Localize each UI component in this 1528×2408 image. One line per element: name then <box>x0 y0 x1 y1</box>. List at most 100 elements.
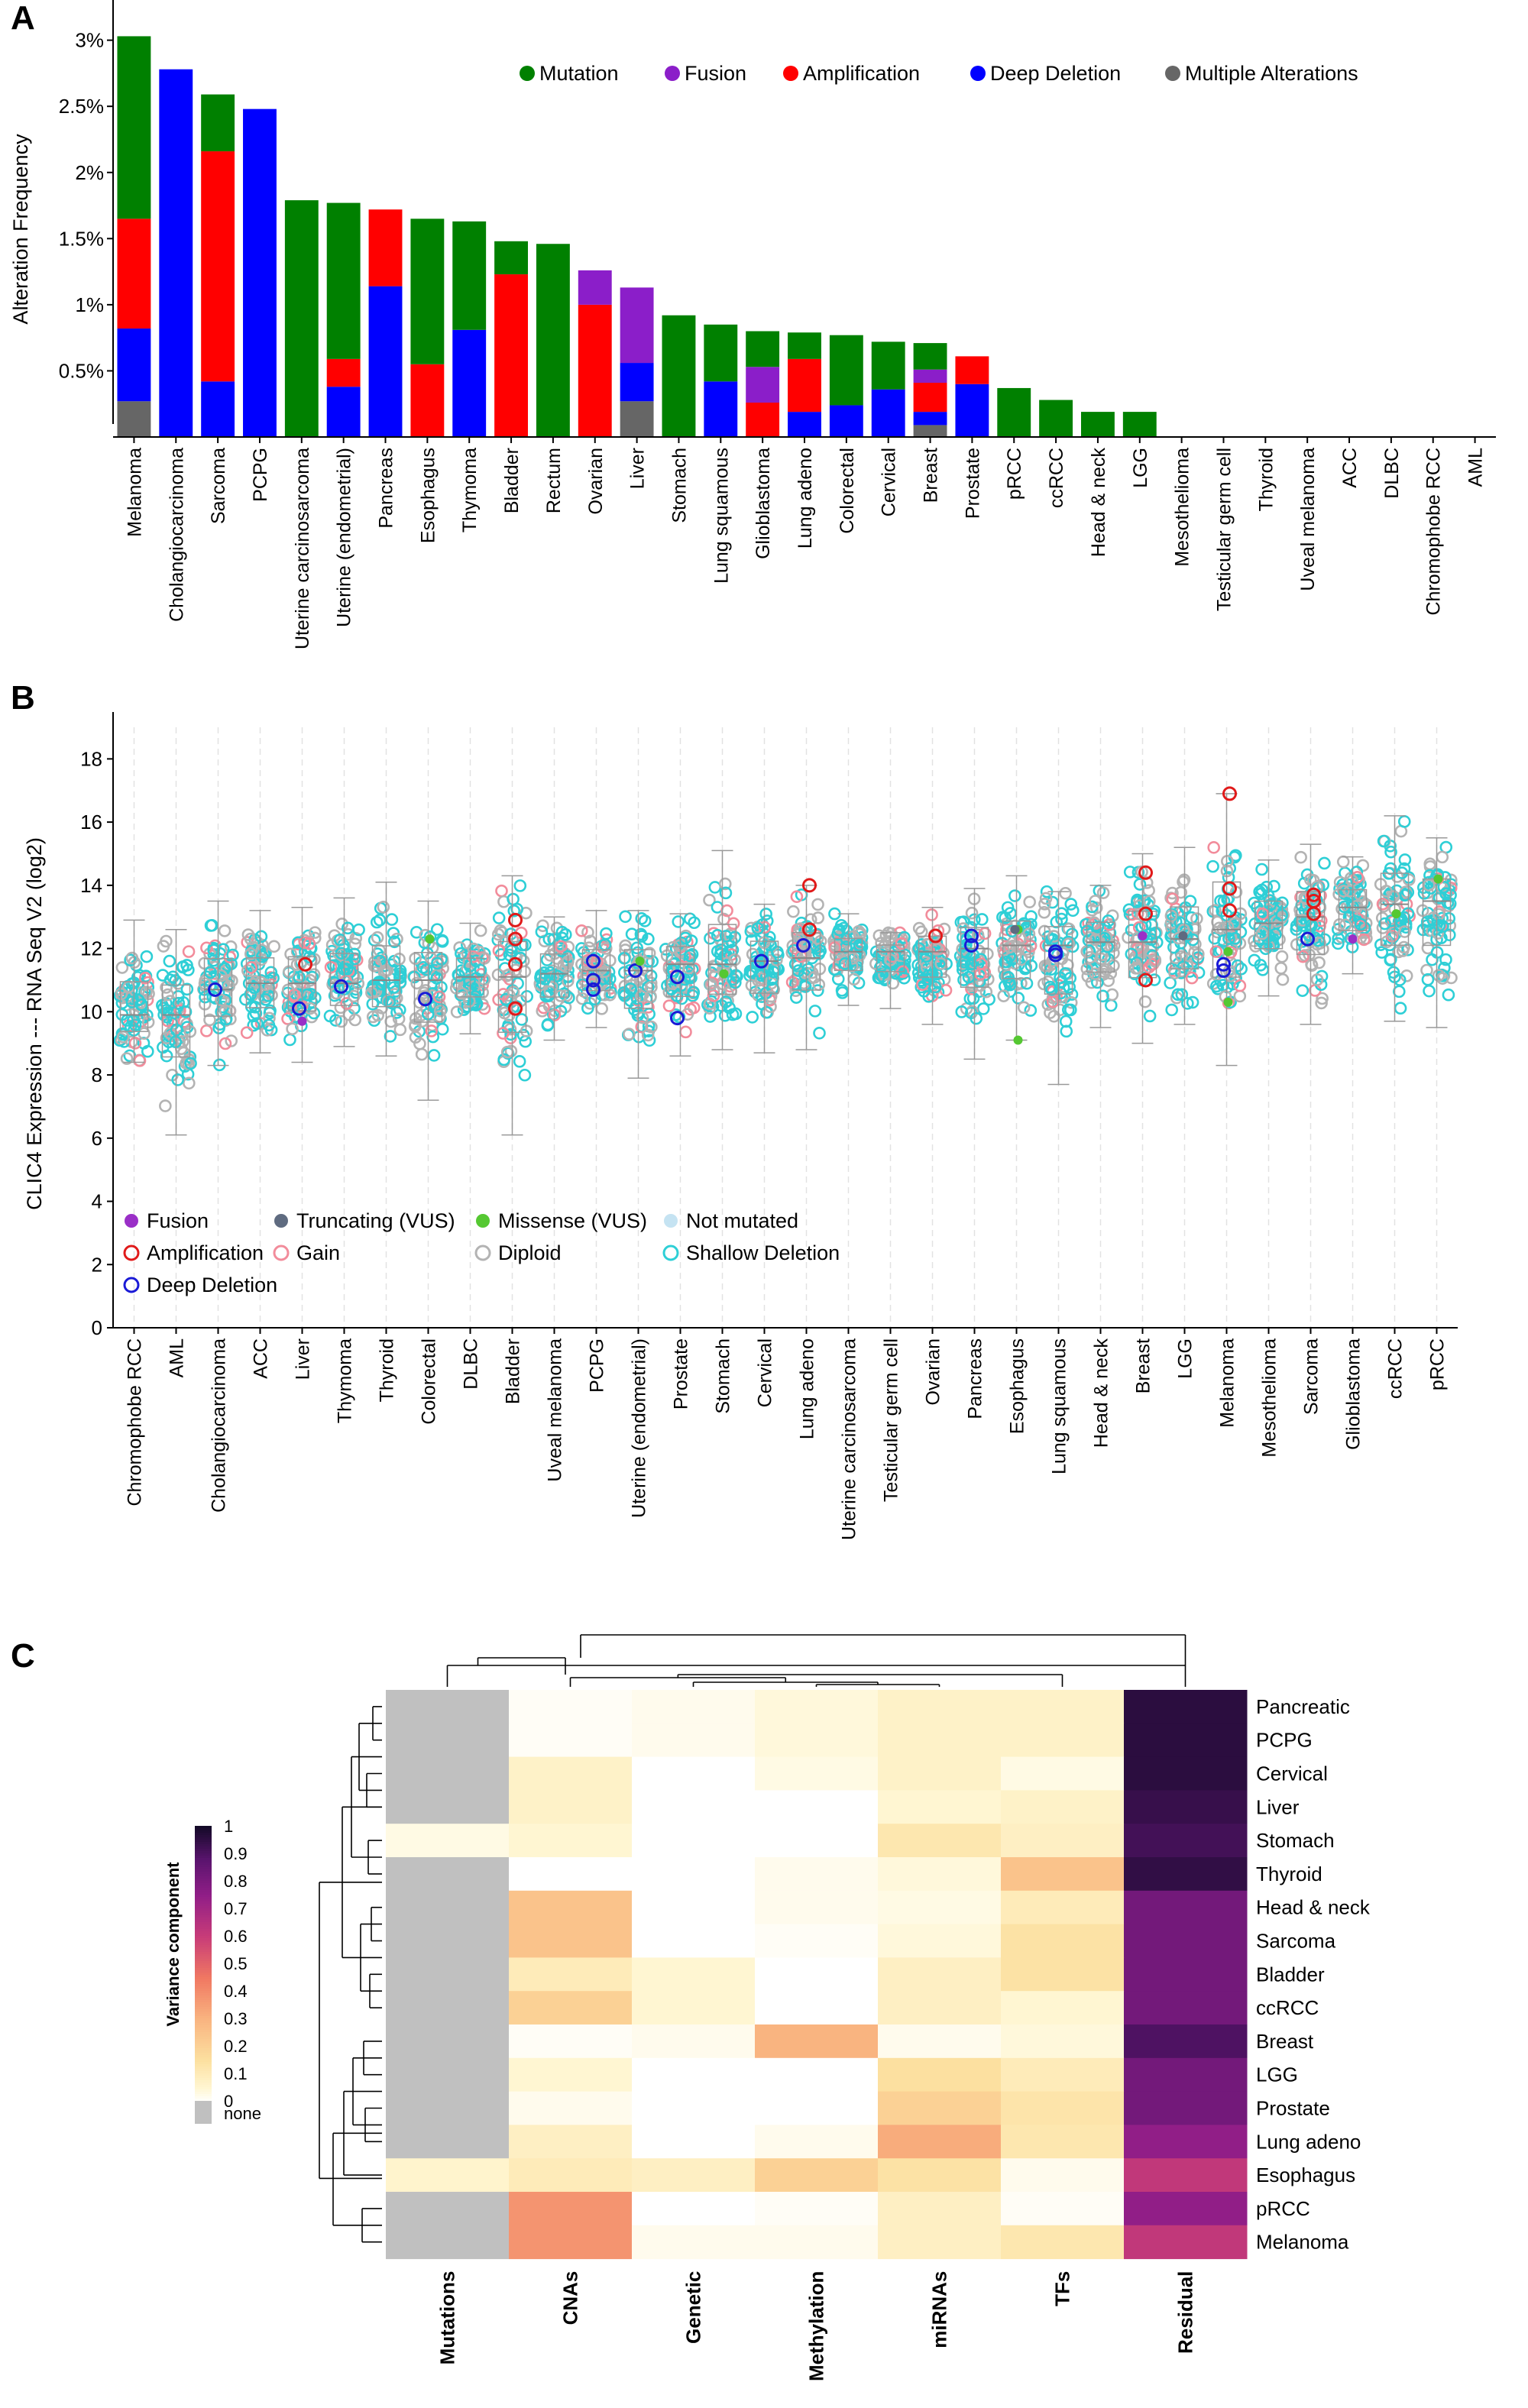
point-shallow-deletion <box>1332 937 1345 950</box>
cell-esophagus-residual <box>1124 2158 1248 2193</box>
row-label-ccrcc: ccRCC <box>1256 1996 1319 2019</box>
panel-b-y-tick-label: 18 <box>80 747 102 770</box>
point-diploid <box>507 986 520 998</box>
cell-sarcoma-methylation <box>755 1924 879 1958</box>
colorbar-segment <box>195 1936 212 1939</box>
point-diploid <box>159 1099 172 1112</box>
point-diploid <box>1398 925 1411 938</box>
colorbar-segment <box>195 1853 212 1856</box>
panel-a-x-label-sarcoma: Sarcoma <box>208 448 229 524</box>
point-shallow-deletion <box>688 916 701 930</box>
box-uterine-carcinosarcoma <box>834 937 863 972</box>
point-shallow-deletion <box>507 892 520 906</box>
box-uterine-endometrial <box>623 949 653 1009</box>
point-shallow-deletion <box>140 950 154 963</box>
point-diploid <box>1315 996 1328 1010</box>
point-shallow-deletion <box>562 991 575 1005</box>
point-diploid <box>1316 992 1329 1005</box>
point-shallow-deletion <box>1264 898 1277 911</box>
point-shallow-deletion <box>1394 1002 1407 1015</box>
point-shallow-deletion <box>1055 912 1068 926</box>
point-diploid <box>1107 959 1120 973</box>
point-shallow-deletion <box>204 919 218 932</box>
point-gain <box>1297 950 1309 963</box>
point-diploid <box>474 924 487 937</box>
colorbar-segment <box>195 1931 212 1934</box>
panel-b-x-label-lung-squamous: Lung squamous <box>1049 1338 1070 1474</box>
panel-b-x-label-uveal-melanoma: Uveal melanoma <box>545 1338 566 1482</box>
point-amplification <box>1138 906 1153 921</box>
point-diploid <box>433 1004 447 1018</box>
column-label-tfs: TFs <box>1051 2271 1074 2306</box>
bar-uterine-carcinosarcoma-mutation <box>284 200 319 437</box>
point-diploid <box>811 911 825 924</box>
cell-lung-adeno-tfs <box>1001 2125 1125 2159</box>
bar-bladder-amplification <box>494 274 528 437</box>
point-diploid <box>284 947 297 961</box>
point-shallow-deletion <box>1104 998 1118 1012</box>
colorbar-segment <box>195 1913 212 1916</box>
bar-rectum-mutation <box>536 244 570 437</box>
panel-a-x-label-prostate: Prostate <box>962 448 983 519</box>
cell-head-neck-mirnas <box>878 1890 1002 1925</box>
point-gain <box>662 999 676 1012</box>
panel-a-y-tick-label: 0.5% <box>59 359 104 382</box>
point-diploid <box>636 1011 649 1024</box>
colorbar-segment <box>195 1963 212 1966</box>
point-gain <box>635 1020 649 1034</box>
colorbar-segment <box>195 2039 212 2042</box>
box-sarcoma <box>1296 891 1326 956</box>
point-amplification <box>298 956 312 972</box>
point-shallow-deletion <box>384 1030 397 1043</box>
cell-cervical-cnas <box>509 1756 633 1791</box>
colorbar-segment <box>195 1989 212 1992</box>
point-missense <box>1223 997 1233 1007</box>
point-amplification <box>1222 903 1237 918</box>
strip-head-neck <box>1079 884 1121 1012</box>
point-shallow-deletion <box>1165 1003 1179 1017</box>
point-diploid <box>635 989 648 1003</box>
legend-label-amplification: Amplification <box>803 62 920 85</box>
colorbar-segment <box>195 1998 212 2001</box>
point-shallow-deletion <box>1148 973 1161 986</box>
panel-a-x-label-rectum: Rectum <box>543 448 565 513</box>
point-diploid <box>218 924 231 937</box>
panel-b-x-label-cervical: Cervical <box>755 1338 776 1407</box>
cell-breast-tfs <box>1001 2024 1125 2059</box>
bar-esophagus-amplification <box>410 364 445 437</box>
point-diploid <box>215 993 228 1007</box>
cell-lung-adeno-methylation <box>755 2125 879 2159</box>
point-shallow-deletion <box>684 949 697 963</box>
box-chromophobe-rcc <box>119 981 149 1032</box>
panel-b-x-label-breast: Breast <box>1133 1338 1154 1393</box>
point-shallow-deletion <box>435 934 449 947</box>
colorbar-segment <box>195 1975 212 1978</box>
point-shallow-deletion <box>630 999 643 1013</box>
row-label-pancreatic: Pancreatic <box>1256 1695 1350 1718</box>
point-diploid <box>450 1005 464 1018</box>
cell-prostate-methylation <box>755 2091 879 2125</box>
point-shallow-deletion <box>430 923 444 936</box>
point-diploid <box>1047 930 1060 943</box>
point-diploid <box>1255 927 1269 940</box>
cell-sarcoma-cnas <box>509 1924 633 1958</box>
point-diploid <box>764 989 778 1003</box>
colorbar-segment <box>195 1881 212 1884</box>
panel-a-x-label-acc: ACC <box>1339 448 1361 488</box>
point-diploid <box>125 951 139 965</box>
colorbar-segment <box>195 2048 212 2051</box>
colorbar-segment <box>195 2067 212 2070</box>
point-diploid <box>377 901 390 914</box>
box-lung-squamous <box>1044 926 1073 995</box>
colorbar-segment <box>195 1856 212 1859</box>
colorbar-segment <box>195 1959 212 1962</box>
colorbar-tick-label: 0 <box>224 2092 233 2111</box>
point-diploid <box>1059 886 1072 900</box>
point-diploid <box>965 906 979 920</box>
point-shallow-deletion <box>1254 959 1267 972</box>
cell-lung-adeno-cnas <box>509 2125 633 2159</box>
point-diploid <box>1337 885 1350 898</box>
panel-a-x-label-melanoma: Melanoma <box>124 448 145 537</box>
point-shallow-deletion <box>541 1018 555 1031</box>
point-diploid <box>408 1020 422 1033</box>
